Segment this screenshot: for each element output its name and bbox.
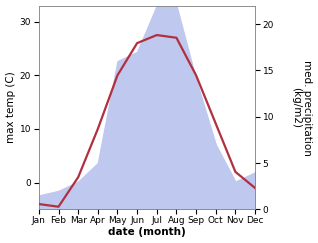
Y-axis label: med. precipitation
(kg/m2): med. precipitation (kg/m2) (291, 60, 313, 156)
X-axis label: date (month): date (month) (108, 227, 186, 237)
Y-axis label: max temp (C): max temp (C) (5, 72, 16, 143)
